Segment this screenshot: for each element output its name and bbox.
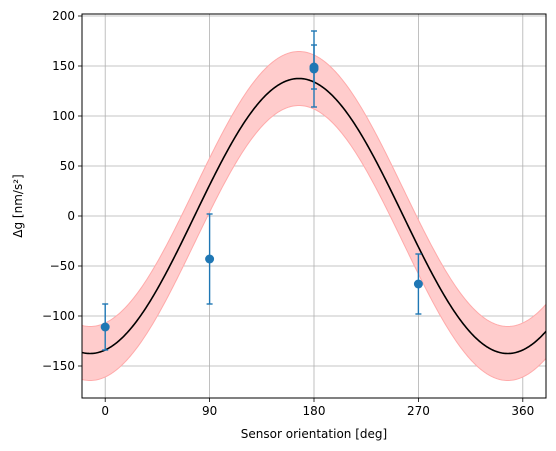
x-tick-label: 270 bbox=[407, 404, 430, 418]
x-tick-label: 360 bbox=[511, 404, 534, 418]
axis-ticks: 0 90 180 270 360 −150 −100 −50 0 50 100 150 200 bbox=[42, 9, 534, 418]
data-point bbox=[100, 322, 110, 332]
y-tick-label: 200 bbox=[52, 9, 75, 23]
y-tick-label: 150 bbox=[52, 59, 75, 73]
y-tick-label: −150 bbox=[42, 359, 75, 373]
y-tick-label: 50 bbox=[60, 159, 75, 173]
data-point bbox=[413, 279, 423, 289]
data-points bbox=[100, 30, 423, 351]
y-tick-label: −100 bbox=[42, 309, 75, 323]
x-axis-label: Sensor orientation [deg] bbox=[241, 427, 387, 441]
y-tick-label: −50 bbox=[50, 259, 75, 273]
data-point bbox=[309, 64, 319, 74]
y-tick-label: 0 bbox=[67, 209, 75, 223]
y-axis-label: Δg [nm/s²] bbox=[11, 174, 25, 237]
y-tick-label: 100 bbox=[52, 109, 75, 123]
x-tick-label: 90 bbox=[202, 404, 217, 418]
data-point bbox=[205, 254, 215, 264]
x-tick-label: 0 bbox=[101, 404, 109, 418]
x-tick-label: 180 bbox=[303, 404, 326, 418]
